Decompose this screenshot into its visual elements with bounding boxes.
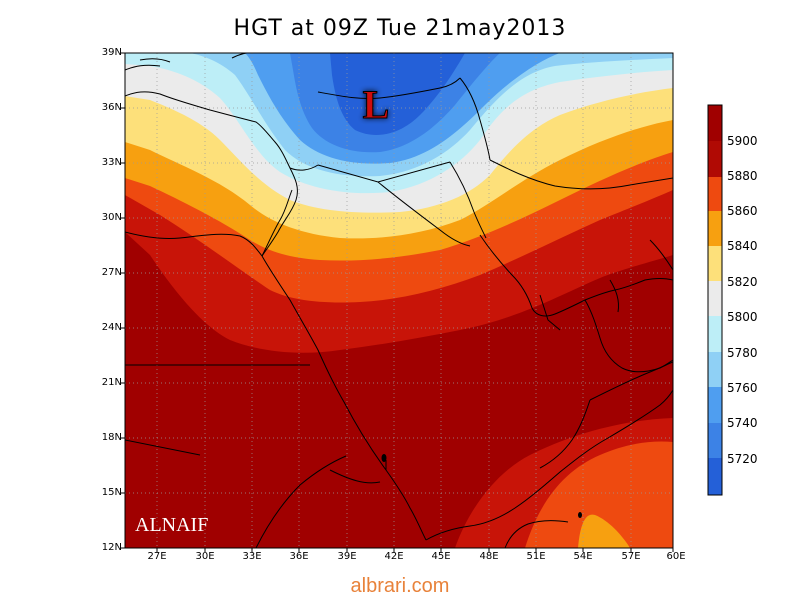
lat-label: 27N [101, 267, 122, 278]
colorbar-label: 5900 [727, 134, 758, 148]
lon-label: 36E [289, 551, 309, 562]
watermark-text: ALNAIF [135, 514, 208, 536]
coastlines [125, 53, 673, 548]
lon-label: 60E [666, 551, 686, 562]
islands [381, 454, 582, 518]
lon-label: 57E [621, 551, 641, 562]
lon-label: 33E [242, 551, 262, 562]
lon-label: 27E [147, 551, 167, 562]
colorbar-label: 5840 [727, 239, 758, 253]
axis-ticks [121, 52, 674, 552]
lon-label: 42E [384, 551, 404, 562]
lon-label: 30E [195, 551, 215, 562]
lon-label: 51E [526, 551, 546, 562]
colorbar-label: 5820 [727, 275, 758, 289]
lat-label: 24N [101, 322, 122, 333]
map-title: HGT at 09Z Tue 21may2013 [233, 16, 567, 41]
colorbar-label: 5860 [727, 204, 758, 218]
lat-label: 36N [101, 102, 122, 113]
lat-label: 12N [101, 542, 122, 553]
colorbar-label: 5880 [727, 169, 758, 183]
lat-label: 15N [101, 487, 122, 498]
contour-5700 [330, 53, 465, 135]
lon-label: 48E [479, 551, 499, 562]
map-frame [124, 52, 674, 549]
lon-label: 45E [431, 551, 451, 562]
footer-link[interactable]: albrari.com [350, 575, 450, 597]
lat-label: 33N [101, 157, 122, 168]
height-field [125, 53, 673, 548]
colorbar [707, 104, 723, 496]
lat-label: 18N [101, 432, 122, 443]
lat-label: 39N [101, 47, 122, 58]
colorbar-label: 5780 [727, 346, 758, 360]
lat-label: 21N [101, 377, 122, 388]
lon-label: 54E [573, 551, 593, 562]
contour-5840-south [578, 514, 630, 548]
colorbar-label: 5760 [727, 381, 758, 395]
colorbar-label: 5720 [727, 452, 758, 466]
graticule [125, 53, 673, 548]
low-pressure-marker: L [363, 82, 390, 127]
lon-label: 39E [337, 551, 357, 562]
colorbar-label: 5740 [727, 416, 758, 430]
colorbar-label: 5800 [727, 310, 758, 324]
lat-label: 30N [101, 212, 122, 223]
